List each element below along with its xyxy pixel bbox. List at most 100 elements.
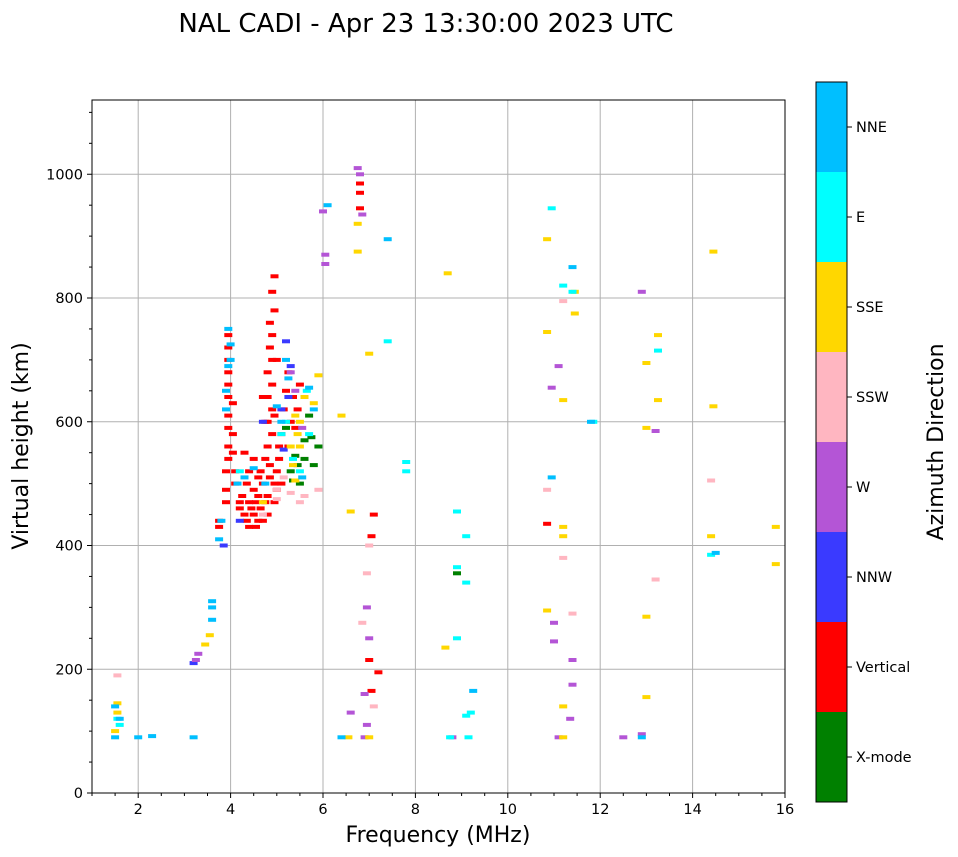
- colorbar-segment-vertical: [816, 622, 847, 712]
- data-point-vertical: [263, 395, 272, 399]
- data-point-vertical: [238, 494, 247, 498]
- data-point-e: [305, 432, 314, 437]
- data-point-nne: [208, 599, 217, 604]
- data-point-e: [402, 460, 411, 464]
- data-point-vertical: [256, 506, 265, 511]
- data-point-sse: [559, 398, 568, 403]
- y-tick-label: 600: [55, 415, 83, 431]
- data-point-nnw: [279, 447, 288, 452]
- data-point-nne: [261, 481, 270, 486]
- data-point-sse: [707, 534, 716, 539]
- data-point-ssw: [543, 487, 552, 492]
- data-point-sse: [365, 735, 374, 740]
- data-point-w: [637, 732, 646, 737]
- data-point-vertical: [222, 469, 230, 474]
- data-point-nne: [568, 265, 577, 270]
- data-point-nne: [208, 617, 217, 622]
- data-point-sse: [642, 614, 651, 619]
- data-point-sse: [289, 463, 297, 468]
- data-point-e: [707, 552, 716, 557]
- data-point-sse: [559, 524, 568, 529]
- data-point-nne: [240, 475, 249, 480]
- data-point-nnw: [277, 407, 286, 412]
- data-point-nne: [469, 688, 478, 693]
- data-point-w: [346, 710, 355, 715]
- data-point-sse: [309, 401, 318, 406]
- data-point-nnw: [258, 419, 267, 424]
- x-axis-label: Frequency (MHz): [346, 823, 531, 848]
- data-point-e: [235, 469, 244, 474]
- x-tick-label: 14: [683, 802, 701, 818]
- data-point-nne: [115, 716, 124, 721]
- data-point-sse: [344, 735, 353, 740]
- chart-title: NAL CADI - Apr 23 13:30:00 2023 UTC: [178, 9, 673, 39]
- data-point-nne: [224, 326, 233, 331]
- data-point-e: [453, 636, 461, 641]
- data-point-sse: [353, 221, 362, 226]
- data-point-w: [651, 429, 660, 433]
- data-point-sse: [559, 704, 568, 709]
- data-point-ssw: [279, 475, 288, 480]
- colorbar-frame: [815, 81, 848, 803]
- data-point-ssw: [272, 487, 281, 492]
- data-point-sse: [559, 735, 568, 740]
- data-point-vertical: [268, 382, 277, 387]
- data-point-w: [547, 385, 556, 390]
- data-point-x-mode: [291, 453, 300, 458]
- colorbar-segment-nne: [816, 82, 847, 172]
- data-point-vertical: [256, 469, 265, 474]
- data-point-e: [559, 283, 568, 288]
- colorbar: X-mode Vertical NNW W SSW SSE E NNE: [815, 81, 912, 803]
- data-point-vertical: [293, 407, 302, 412]
- data-point-vertical: [249, 512, 258, 517]
- data-point-nne: [337, 735, 346, 740]
- data-point-e: [277, 432, 286, 437]
- data-point-vertical: [249, 487, 258, 492]
- data-point-e: [568, 289, 577, 294]
- data-point-ssw: [113, 673, 122, 678]
- data-point-sse: [293, 432, 302, 437]
- data-point-x-mode: [305, 413, 314, 418]
- data-point-x-mode: [282, 425, 290, 430]
- data-point-x-mode: [300, 438, 309, 443]
- data-point-w: [360, 735, 369, 740]
- data-point-nne: [284, 376, 293, 381]
- data-point-x-mode: [309, 463, 318, 468]
- data-point-vertical: [265, 463, 274, 468]
- data-point-vertical: [270, 500, 279, 505]
- data-point-x-mode: [307, 435, 316, 440]
- data-point-sse: [295, 444, 304, 449]
- data-point-ssw: [362, 571, 371, 576]
- colorbar-label: Vertical: [856, 660, 910, 676]
- data-point-nne: [224, 364, 233, 369]
- data-point-vertical: [272, 357, 281, 362]
- data-point-vertical: [235, 506, 244, 511]
- data-point-ssw: [286, 490, 295, 495]
- data-point-e: [383, 339, 392, 344]
- data-point-nne: [148, 734, 157, 739]
- data-point-ssw: [314, 487, 323, 492]
- data-point-sse: [353, 249, 362, 254]
- data-point-vertical: [263, 512, 272, 517]
- data-point-ssw: [365, 543, 374, 548]
- data-point-w: [362, 605, 371, 610]
- data-point-sse: [291, 478, 300, 483]
- data-point-vertical: [268, 357, 277, 362]
- data-point-sse: [709, 249, 718, 254]
- data-point-ssw: [651, 577, 660, 582]
- data-point-vertical: [263, 370, 272, 375]
- data-point-sse: [771, 524, 780, 529]
- data-point-w: [298, 425, 307, 430]
- data-point-x-mode: [286, 469, 295, 474]
- data-point-sse: [543, 330, 552, 334]
- colorbar-title: Azimuth Direction: [924, 343, 949, 540]
- data-point-ssw: [559, 299, 568, 304]
- y-tick-label: 1000: [46, 167, 83, 183]
- colorbar-label: NNW: [856, 570, 892, 586]
- data-point-nne: [226, 357, 235, 362]
- data-point-vertical: [258, 518, 267, 523]
- data-point-nnw: [219, 543, 228, 548]
- data-point-vertical: [235, 500, 244, 505]
- data-point-vertical: [240, 512, 249, 517]
